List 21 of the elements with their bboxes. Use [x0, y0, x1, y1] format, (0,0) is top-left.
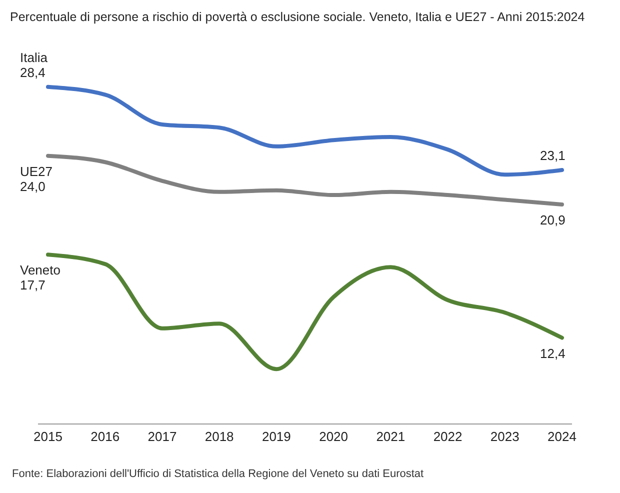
x-tick-label: 2017 — [148, 429, 177, 444]
x-tick-label: 2016 — [90, 429, 120, 444]
x-tick-label: 2021 — [376, 429, 406, 444]
series-label: Veneto — [20, 262, 60, 278]
x-tick-label: 2018 — [204, 429, 234, 444]
x-tick-label: 2023 — [490, 429, 520, 444]
x-tick-label: 2020 — [319, 429, 348, 444]
source-note: Fonte: Elaborazioni dell'Ufficio di Statistica della Regione del Veneto su dati Eurostat — [11, 467, 425, 480]
data-label: 28,4 — [20, 64, 46, 80]
data-label: 24,0 — [20, 178, 46, 194]
x-tick-label: 2019 — [262, 429, 291, 444]
chart-title: Percentuale di persone a rischio di povertà o esclusione sociale. Veneto, Italia e UE27 - Anni 2015:2024 — [9, 9, 586, 24]
data-label: 20,9 — [540, 212, 566, 228]
data-label: 12,4 — [540, 346, 566, 361]
data-label: 23,1 — [540, 148, 566, 163]
series-label: UE27 — [20, 164, 53, 179]
x-tick-label: 2024 — [548, 429, 576, 444]
x-tick-label: 2022 — [433, 429, 462, 444]
x-tick-label: 2015 — [34, 429, 62, 444]
series-label: Italia — [20, 50, 48, 65]
data-label: 17,7 — [20, 278, 46, 293]
